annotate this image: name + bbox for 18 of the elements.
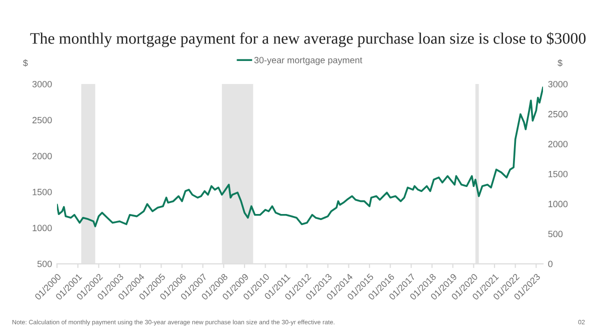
y-tick-label: 1500 — [32, 188, 52, 196]
y-tick-label: 500 — [37, 260, 52, 268]
y2-tick-label: 0 — [548, 260, 553, 268]
y-tick-label: 3000 — [32, 80, 52, 88]
y2-tick-label: 2500 — [548, 110, 568, 118]
y2-tick-label: 2000 — [548, 140, 568, 148]
y-tick-label: 2000 — [32, 152, 52, 160]
y-tick-label: 2500 — [32, 116, 52, 124]
y-tick-label: 1000 — [32, 224, 52, 232]
y2-tick-label: 1000 — [548, 200, 568, 208]
y2-tick-label: 3000 — [548, 80, 568, 88]
y-axis-title: $ — [22, 59, 28, 67]
y2-axis-title: $ — [558, 59, 562, 67]
legend-label: 30-year mortgage payment — [254, 56, 362, 66]
y2-tick-label: 500 — [548, 230, 563, 238]
chart-title: The monthly mortgage payment for a new average purchase loan size is close to $3000 — [30, 32, 586, 48]
line-series — [57, 86, 543, 228]
y2-tick-label: 1500 — [548, 170, 568, 178]
